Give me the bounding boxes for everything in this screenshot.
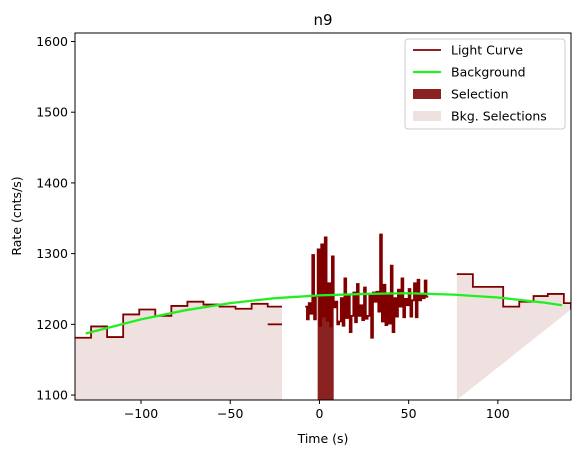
- x-axis: −100 −50 0 50 100: [124, 400, 510, 421]
- y-tick-label: 1100: [36, 388, 68, 403]
- y-tick-label: 1300: [36, 246, 68, 261]
- bkg-selection-layer: [75, 274, 571, 400]
- y-tick-label: 1200: [36, 317, 68, 332]
- x-tick-label: 100: [486, 406, 510, 421]
- bkg-selection-left: [75, 301, 282, 400]
- legend-swatch-3: [413, 111, 441, 121]
- bkg-selection-right: [456, 274, 571, 400]
- background-curve: [85, 292, 563, 335]
- x-tick-label: −100: [124, 406, 158, 421]
- x-axis-label: Time (s): [297, 431, 349, 446]
- background-layer: [85, 292, 563, 335]
- legend-label-0: Light Curve: [451, 43, 523, 58]
- light-curve-segment-2: [305, 233, 429, 339]
- y-tick-label: 1400: [36, 175, 68, 190]
- x-tick-label: 50: [401, 406, 417, 421]
- legend: Light Curve Background Selection Bkg. Selec…: [404, 38, 566, 130]
- chart-title: n9: [313, 11, 332, 29]
- y-axis: 1100 1200 1300 1400 1500 1600: [36, 34, 75, 403]
- plot-frame: [74, 32, 572, 401]
- x-tick-label: −50: [217, 406, 243, 421]
- legend-label-2: Selection: [451, 87, 509, 102]
- y-tick-label: 1600: [36, 34, 68, 49]
- y-axis-label: Rate (cnts/s): [9, 176, 24, 255]
- x-tick-label: 0: [315, 406, 323, 421]
- legend-label-1: Background: [451, 65, 526, 80]
- legend-label-3: Bkg. Selections: [451, 109, 547, 124]
- y-tick-label: 1500: [36, 105, 68, 120]
- legend-box: [404, 38, 566, 130]
- legend-swatch-2: [413, 89, 441, 99]
- light-curve-segment-0: [75, 300, 282, 339]
